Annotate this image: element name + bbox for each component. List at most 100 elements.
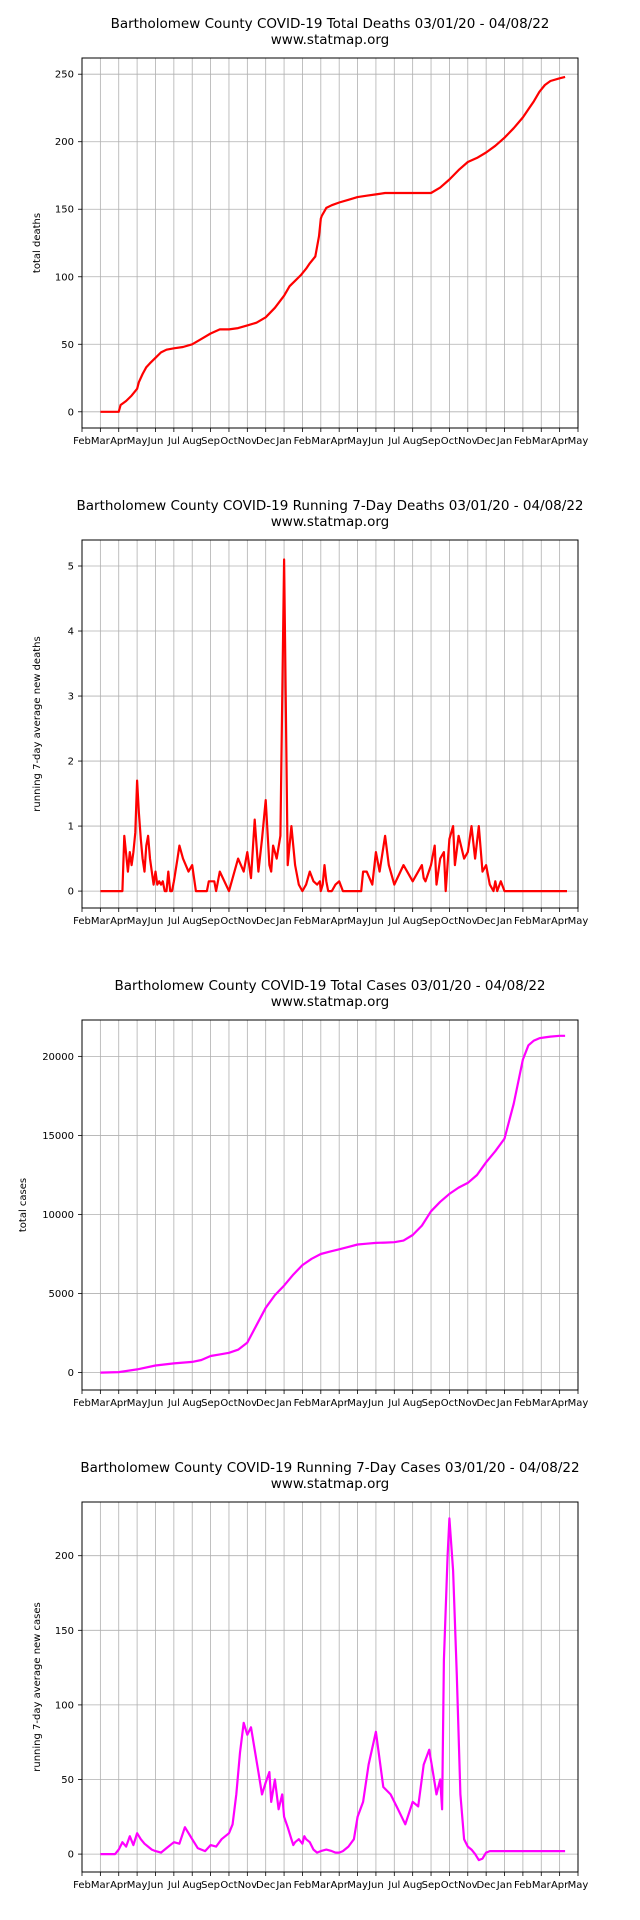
x-tick-label: Feb	[294, 916, 312, 927]
x-tick-label: Jul	[167, 1880, 180, 1891]
x-tick-label: May	[127, 1398, 148, 1409]
y-tick-label: 15000	[42, 1131, 74, 1142]
x-tick-label: Nov	[458, 1880, 478, 1891]
x-tick-label: Dec	[476, 1398, 495, 1409]
x-tick-label: Apr	[110, 436, 128, 447]
x-tick-label: May	[347, 1398, 368, 1409]
x-tick-label: Apr	[110, 1880, 128, 1891]
x-tick-label: Jun	[367, 1398, 384, 1409]
y-tick-label: 3	[68, 692, 74, 703]
y-tick-label: 0	[68, 407, 74, 418]
chart-title: Bartholomew County COVID-19 Running 7-Da…	[76, 498, 583, 514]
x-tick-label: Nov	[458, 1398, 478, 1409]
x-tick-label: Mar	[91, 1398, 111, 1409]
x-tick-label: Jan	[275, 436, 291, 447]
x-tick-label: Sep	[201, 916, 220, 927]
x-tick-label: Jun	[147, 1880, 164, 1891]
chart-subtitle: www.statmap.org	[271, 514, 390, 530]
x-tick-label: Feb	[73, 1398, 91, 1409]
x-tick-label: Nov	[238, 1880, 258, 1891]
x-tick-label: Oct	[441, 916, 458, 927]
x-tick-label: Sep	[422, 1880, 441, 1891]
x-tick-label: Feb	[73, 1880, 91, 1891]
chart-panel-4: Bartholomew County COVID-19 Running 7-Da…	[32, 1460, 588, 1891]
y-tick-label: 50	[61, 340, 74, 351]
series-line	[100, 75, 566, 413]
x-tick-label: Nov	[458, 916, 478, 927]
x-tick-label: May	[347, 916, 368, 927]
x-tick-label: Jan	[496, 1398, 512, 1409]
y-tick-label: 10000	[42, 1210, 74, 1221]
x-tick-label: Oct	[220, 1880, 237, 1891]
x-tick-label: Dec	[476, 1880, 495, 1891]
x-tick-label: Jun	[147, 436, 164, 447]
plot-frame	[81, 1501, 579, 1873]
x-tick-label: May	[347, 436, 368, 447]
x-tick-label: Jan	[496, 1880, 512, 1891]
plot-frame	[81, 57, 579, 429]
x-tick-label: Jul	[167, 436, 180, 447]
x-tick-label: Aug	[182, 436, 202, 447]
x-tick-label: May	[127, 1880, 148, 1891]
x-tick-label: Feb	[294, 1880, 312, 1891]
x-tick-label: Aug	[403, 916, 423, 927]
x-tick-label: Sep	[422, 916, 441, 927]
x-tick-label: Dec	[256, 1880, 275, 1891]
x-tick-label: Feb	[294, 1398, 312, 1409]
x-tick-label: Oct	[441, 1398, 458, 1409]
x-tick-label: Jul	[387, 436, 400, 447]
x-tick-label: Apr	[331, 1880, 349, 1891]
x-tick-label: Apr	[331, 1398, 349, 1409]
x-tick-label: May	[568, 916, 589, 927]
y-tick-label: 250	[55, 70, 74, 81]
y-tick-label: 1	[68, 822, 74, 833]
plot-frame	[81, 1019, 579, 1391]
x-tick-label: Jul	[387, 1398, 400, 1409]
x-tick-label: Jun	[367, 1880, 384, 1891]
x-tick-label: Jan	[275, 916, 291, 927]
x-tick-label: Jun	[367, 436, 384, 447]
plot-frame	[81, 539, 579, 909]
x-tick-label: Jan	[275, 1398, 291, 1409]
x-tick-label: Aug	[403, 1880, 423, 1891]
y-tick-label: 2	[68, 757, 74, 768]
series-line	[100, 558, 567, 893]
x-tick-label: Aug	[182, 916, 202, 927]
x-tick-label: Aug	[403, 436, 423, 447]
x-tick-label: Oct	[220, 916, 237, 927]
x-tick-label: Jul	[387, 916, 400, 927]
x-tick-label: Jan	[275, 1880, 291, 1891]
x-tick-label: Jul	[167, 1398, 180, 1409]
y-axis-label: running 7-day average new deaths	[32, 636, 43, 811]
chart-subtitle: www.statmap.org	[271, 32, 390, 48]
x-tick-label: Aug	[403, 1398, 423, 1409]
x-tick-label: Jul	[387, 1880, 400, 1891]
x-tick-label: Apr	[110, 1398, 128, 1409]
x-tick-label: Sep	[201, 436, 220, 447]
x-tick-label: Feb	[73, 436, 91, 447]
y-tick-label: 150	[55, 205, 74, 216]
x-tick-label: Oct	[441, 1880, 458, 1891]
series-line	[100, 1517, 566, 1862]
x-tick-label: May	[347, 1880, 368, 1891]
x-tick-label: Mar	[532, 916, 552, 927]
y-tick-label: 150	[55, 1626, 74, 1637]
x-tick-label: Mar	[311, 1880, 331, 1891]
x-tick-label: Feb	[294, 436, 312, 447]
x-tick-label: Jul	[167, 916, 180, 927]
x-tick-label: Dec	[476, 436, 495, 447]
x-tick-label: Apr	[551, 1880, 569, 1891]
x-tick-label: Mar	[532, 1398, 552, 1409]
x-tick-label: Mar	[532, 436, 552, 447]
x-tick-label: Sep	[422, 436, 441, 447]
x-tick-label: Feb	[514, 436, 532, 447]
x-tick-label: Feb	[514, 1880, 532, 1891]
x-tick-label: Sep	[201, 1398, 220, 1409]
y-tick-label: 0	[68, 1850, 74, 1861]
y-tick-label: 4	[68, 627, 74, 638]
y-tick-label: 0	[68, 887, 74, 898]
x-tick-label: Apr	[331, 436, 349, 447]
chart-subtitle: www.statmap.org	[271, 1476, 390, 1492]
x-tick-label: Jun	[367, 916, 384, 927]
